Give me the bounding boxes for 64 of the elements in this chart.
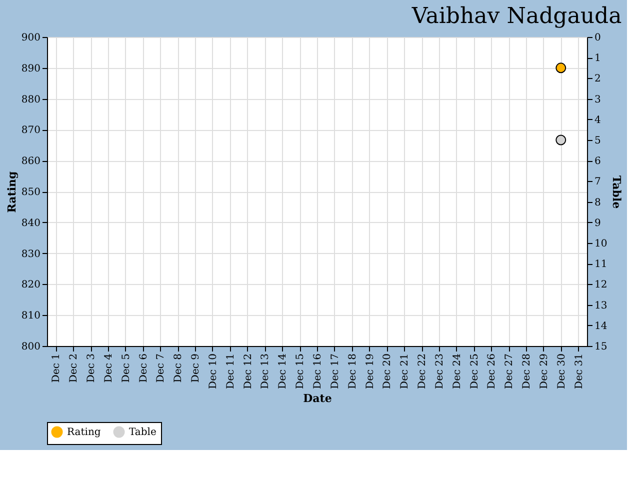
- x-tick-label: Dec 29: [538, 354, 550, 389]
- y2-tick-label: 0: [594, 32, 601, 44]
- x-tick-label: Dec 27: [504, 354, 516, 389]
- x-tick-label: Dec 20: [382, 354, 394, 389]
- legend-label: Rating: [67, 427, 102, 438]
- y2-tick-label: 7: [594, 176, 601, 188]
- x-tick-label: Dec 9: [190, 354, 202, 383]
- y-tick-label: 860: [21, 156, 40, 168]
- y2-tick-label: 14: [594, 320, 608, 332]
- y-tick-label: 840: [21, 218, 40, 229]
- y-tick-label: 870: [21, 125, 40, 136]
- x-tick-label: Dec 15: [295, 354, 306, 389]
- x-tick-label: Dec 3: [86, 354, 98, 383]
- x-tick-label: Dec 14: [278, 354, 289, 389]
- y2-tick-label: 3: [594, 94, 601, 106]
- y-axis-title: Rating: [5, 170, 18, 213]
- x-tick-label: Dec 25: [469, 354, 480, 389]
- y-tick-label: 890: [21, 63, 40, 74]
- x-tick-label: Dec 1: [51, 354, 62, 383]
- y2-tick-label: 10: [594, 238, 608, 250]
- y-tick-label: 850: [21, 187, 40, 198]
- y2-tick-label: 15: [594, 342, 608, 352]
- x-tick-label: Dec 5: [120, 354, 132, 383]
- x-tick-label: Dec 13: [260, 354, 272, 389]
- x-axis-title: Date: [303, 392, 332, 405]
- x-tick-label: Dec 7: [156, 354, 167, 383]
- x-tick-label: Dec 4: [103, 354, 114, 383]
- x-tick-label: Dec 18: [347, 354, 358, 389]
- x-tick-label: Dec 26: [486, 354, 498, 389]
- x-tick-label: Dec 22: [417, 354, 428, 389]
- y-tick-label: 900: [21, 32, 40, 44]
- x-tick-label: Dec 12: [242, 354, 254, 389]
- y2-tick-label: 11: [594, 259, 608, 270]
- x-tick-label: Dec 28: [522, 354, 533, 389]
- y2-tick-label: 4: [594, 114, 601, 126]
- y-tick-label: 830: [21, 248, 40, 260]
- y2-tick-label: 9: [594, 218, 601, 229]
- x-tick-label: Dec 21: [400, 354, 411, 389]
- x-tick-label: Dec 10: [208, 354, 219, 389]
- chart-title: Vaibhav Nadgauda: [410, 4, 622, 29]
- y2-tick-label: 2: [594, 74, 601, 85]
- y-tick-label: 810: [21, 310, 40, 322]
- y2-tick-label: 13: [594, 300, 608, 312]
- y2-tick-label: 12: [594, 280, 608, 291]
- y2-tick-label: 6: [594, 156, 601, 168]
- x-tick-label: Dec 30: [556, 354, 568, 389]
- x-tick-label: Dec 6: [138, 354, 150, 383]
- y-tick-label: 880: [21, 94, 40, 106]
- y2-tick-label: 8: [594, 197, 601, 208]
- x-tick-label: Dec 2: [68, 354, 80, 383]
- legend-label: Table: [129, 427, 156, 438]
- y-tick-label: 800: [21, 342, 40, 352]
- x-tick-label: Dec 17: [330, 354, 341, 389]
- x-tick-label: Dec 11: [225, 354, 236, 389]
- x-tick-label: Dec 31: [574, 354, 585, 389]
- x-tick-label: Dec 16: [312, 354, 324, 389]
- x-tick-label: Dec 8: [173, 354, 184, 383]
- y-tick-label: 820: [21, 280, 40, 291]
- y2-tick-label: 5: [594, 136, 601, 146]
- x-tick-label: Dec 19: [364, 354, 376, 389]
- x-tick-label: Dec 23: [434, 354, 446, 389]
- y2-axis-title: Table: [610, 175, 624, 209]
- x-tick-label: Dec 24: [452, 354, 463, 389]
- y2-tick-label: 1: [594, 53, 601, 64]
